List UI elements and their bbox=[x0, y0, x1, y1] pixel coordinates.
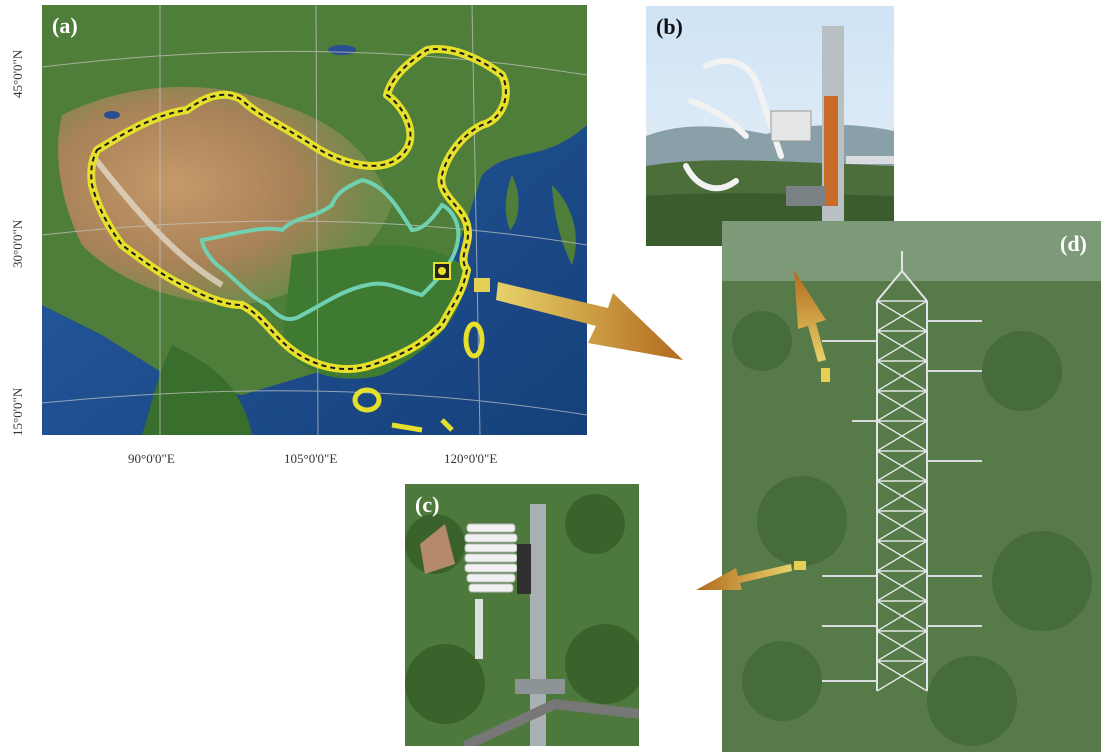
arrow-map-to-tower bbox=[474, 278, 683, 360]
panel-a-label: (a) bbox=[52, 13, 78, 38]
sensor-photo bbox=[405, 484, 639, 746]
x-tick-120e: 120°0'0"E bbox=[444, 451, 498, 466]
map-panel: (a) bbox=[42, 5, 587, 435]
panel-b-label: (b) bbox=[656, 14, 683, 39]
sensor-photo-panel: (c) bbox=[405, 484, 639, 746]
y-tick-30n: 30°0'0"N bbox=[10, 219, 25, 268]
panel-c-label: (c) bbox=[415, 492, 440, 517]
x-tick-90e: 90°0'0"E bbox=[128, 451, 175, 466]
y-tick-45n: 45°0'0"N bbox=[10, 49, 25, 98]
tower-photo-panel: (d) bbox=[722, 221, 1101, 752]
map-image bbox=[42, 5, 587, 435]
river-basin bbox=[199, 177, 461, 322]
instrument-photo-panel: (b) bbox=[646, 6, 894, 246]
panel-d-label: (d) bbox=[1060, 231, 1087, 256]
x-tick-105e: 105°0'0"E bbox=[284, 451, 338, 466]
tower-photo bbox=[722, 221, 1101, 752]
arrow-tower-to-instrument bbox=[794, 270, 830, 382]
instrument-photo bbox=[646, 6, 894, 246]
y-tick-15n: 15°0'0"N bbox=[10, 387, 25, 436]
arrow-tower-to-sensor bbox=[696, 561, 806, 590]
